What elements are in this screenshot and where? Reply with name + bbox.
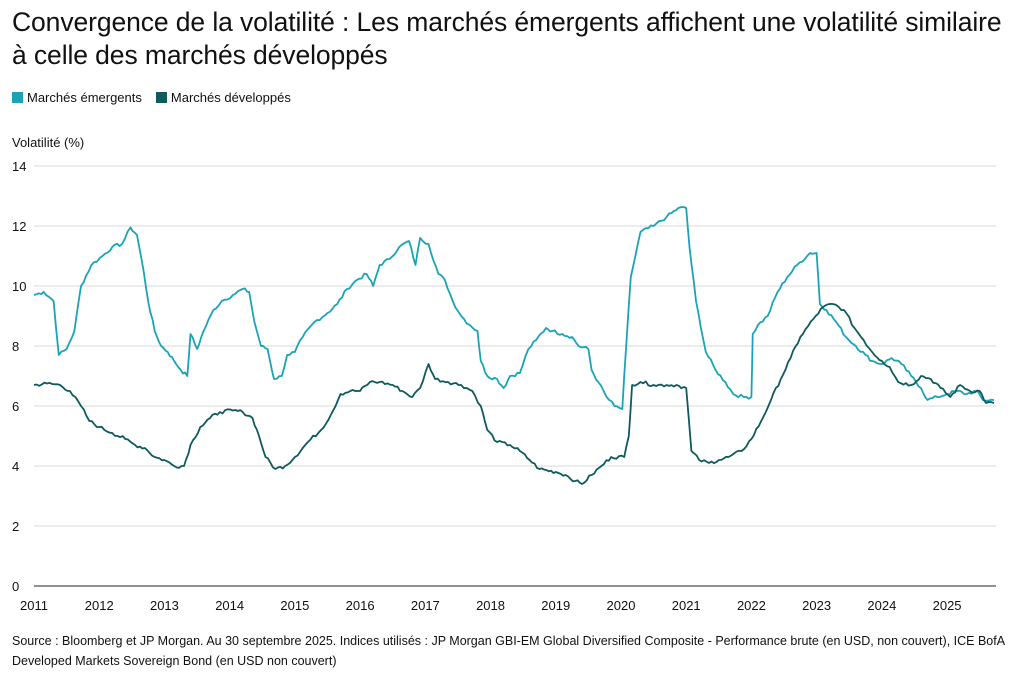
source-note: Source : Bloomberg et JP Morgan. Au 30 s… [12, 634, 1005, 668]
legend-label-developed: Marchés développés [170, 90, 291, 105]
y-tick-label: 2 [12, 519, 19, 534]
x-tick-label: 2012 [85, 598, 114, 613]
x-tick-label: 2018 [476, 598, 505, 613]
legend-swatch-emerging [12, 92, 23, 103]
x-tick-label: 2023 [802, 598, 831, 613]
legend-swatch-developed [155, 92, 167, 103]
x-tick-label: 2024 [867, 598, 896, 613]
legend-item-emerging: Marchés émergents [12, 90, 142, 105]
x-tick-label: 2017 [411, 598, 440, 613]
x-tick-label: 2020 [607, 598, 636, 613]
legend: Marchés émergents Marchés développés [12, 90, 291, 105]
series-line-emerging [33, 206, 995, 410]
series-line-developed [33, 303, 995, 485]
y-tick-label: 6 [12, 399, 19, 414]
line-chart: 0 2 4 6 8 10 12 14 2011 2012 2013 2014 2015 2016 2017 2… [12, 159, 996, 613]
chart-title: Convergence de la volatilité : Les march… [12, 7, 1002, 70]
x-tick-label: 2011 [20, 598, 48, 613]
x-tick-label: 2021 [672, 598, 701, 613]
x-tick-label: 2022 [737, 598, 766, 613]
y-tick-label: 10 [12, 279, 26, 294]
x-tick-label: 2015 [280, 598, 309, 613]
legend-item-developed: Marchés développés [155, 90, 291, 105]
y-tick-label: 14 [12, 159, 26, 174]
y-tick-label: 4 [12, 459, 19, 474]
y-tick-label: 8 [12, 339, 19, 354]
legend-label-emerging: Marchés émergents [27, 90, 142, 105]
x-tick-label: 2016 [346, 598, 375, 613]
x-tick-label: 2019 [541, 598, 570, 613]
y-tick-label: 0 [12, 579, 19, 594]
y-axis-label: Volatilité (%) [12, 135, 85, 150]
x-tick-label: 2014 [215, 598, 244, 613]
x-tick-label: 2025 [933, 598, 962, 613]
x-tick-label: 2013 [150, 598, 179, 613]
y-tick-label: 12 [12, 219, 26, 234]
